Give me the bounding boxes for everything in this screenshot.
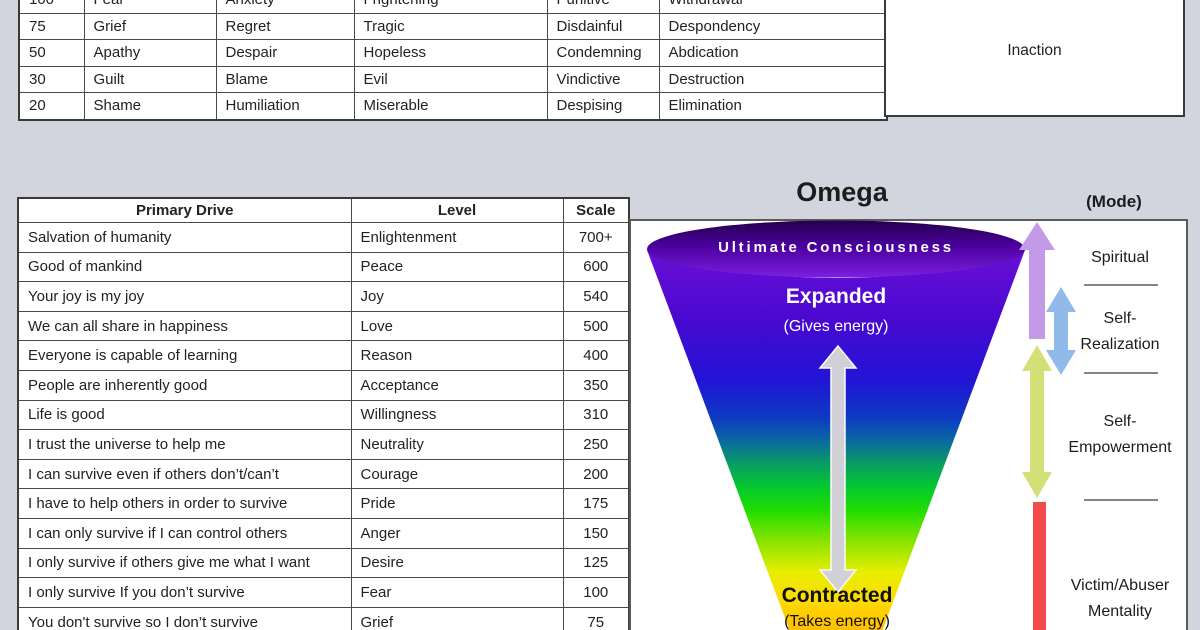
table-row: I can only survive if I can control othe… — [17, 517, 630, 549]
column-header: Level — [350, 197, 564, 223]
omega-title: Omega — [796, 177, 888, 207]
takes-energy-label: (Takes energy) — [784, 613, 890, 630]
drive-cell: Joy — [350, 281, 564, 312]
drive-cell: Everyone is capable of learning — [17, 340, 352, 371]
drive-cell: Enlightenment — [350, 222, 564, 253]
expand-contract-arrow — [818, 344, 858, 594]
table-row: 20 Shame Humiliation Miserable Despising Elim… — [18, 92, 888, 120]
drive-cell: 75 — [562, 606, 630, 630]
emotion-table: 100FearAnxietyFrighteningPunitiveWithdra… — [18, 0, 888, 121]
drive-cell: I only survive If you don’t survive — [17, 577, 352, 608]
table-row: 30 Guilt Blame Evil Vindictive Destruction — [18, 65, 888, 93]
funnel-top-ellipse — [647, 220, 1025, 278]
emotion-cell: Guilt — [83, 65, 217, 93]
drive-cell: Life is good — [17, 399, 352, 431]
table-row: I have to help others in order to surviv… — [17, 488, 630, 519]
contracted-label: Contracted — [781, 584, 893, 607]
inaction-label: Inaction — [1007, 42, 1062, 59]
table-row: Everyone is capable of learning Reason 400 — [17, 340, 630, 371]
self-empowerment-arrow — [1022, 345, 1052, 498]
drive-cell: Your joy is my joy — [17, 281, 352, 312]
mode-label-self-realization: Self- Realization — [1080, 310, 1160, 353]
drive-cell: Love — [350, 310, 564, 342]
mode-label-self-empowerment: Self- Empowerment — [1068, 413, 1172, 456]
drive-cell: You don't survive so I don’t survive — [17, 606, 352, 630]
column-header: Scale — [562, 197, 630, 223]
emotion-cell: Evil — [353, 65, 548, 93]
mode-label-victim-abuser: Victim/Abuser Mentality — [1070, 577, 1170, 620]
drive-cell: Neutrality — [350, 429, 564, 460]
drive-cell: Grief — [350, 606, 564, 630]
table-row: I trust the universe to help me Neutralit… — [17, 429, 630, 460]
drive-cell: Fear — [350, 577, 564, 608]
emotion-cell: Despondency — [658, 12, 888, 40]
victim-mentality-bar — [1033, 502, 1046, 630]
emotion-cell: Humiliation — [215, 92, 355, 120]
emotion-cell: Despair — [215, 39, 355, 67]
emotion-cell: Despising — [546, 92, 660, 120]
drive-cell: Good of mankind — [17, 251, 352, 283]
table-row: Salvation of humanity Enlightenment 700+ — [17, 222, 630, 253]
drive-cell: Salvation of humanity — [17, 222, 352, 253]
table-row: Life is good Willingness 310 — [17, 399, 630, 431]
drive-cell: 200 — [562, 458, 630, 490]
drive-cell: 700+ — [562, 222, 630, 253]
drive-cell: People are inherently good — [17, 369, 352, 401]
inaction-cell: Inaction — [884, 0, 1185, 117]
emotion-cell: 20 — [18, 92, 85, 120]
table-row: You don't survive so I don’t survive Grie… — [17, 606, 630, 630]
drive-cell: 350 — [562, 369, 630, 401]
self-realization-arrow — [1046, 287, 1076, 375]
mode-label-spiritual: Spiritual — [1091, 249, 1149, 266]
drive-cell: I can only survive if I can control othe… — [17, 517, 352, 549]
gives-energy-label: (Gives energy) — [783, 318, 889, 335]
ultimate-consciousness-label: Ultimate Consciousness — [718, 239, 954, 256]
table-row: People are inherently good Acceptance 350 — [17, 369, 630, 401]
table-row: I only survive if others give me what I … — [17, 547, 630, 579]
drive-cell: 310 — [562, 399, 630, 431]
drive-cell: Courage — [350, 458, 564, 490]
table-row: I can survive even if others don’t/can’t… — [17, 458, 630, 490]
drive-cell: Pride — [350, 488, 564, 519]
table-row: We can all share in happiness Love 500 — [17, 310, 630, 342]
primary-drive-table: Primary Drive Level Scale Salvation of hum… — [17, 197, 630, 630]
drive-cell: I trust the universe to help me — [17, 429, 352, 460]
drive-cell: 540 — [562, 281, 630, 312]
drive-cell: Willingness — [350, 399, 564, 431]
expanded-label: Expanded — [785, 285, 887, 308]
drive-cell: 150 — [562, 517, 630, 549]
table-row: 50 Apathy Despair Hopeless Condemning Abdicat… — [18, 39, 888, 67]
drive-cell: Acceptance — [350, 369, 564, 401]
mode-heading: (Mode) — [1086, 192, 1142, 211]
drive-cell: 400 — [562, 340, 630, 371]
header-row: Primary Drive Level Scale — [17, 197, 630, 223]
emotion-cell: Regret — [215, 12, 355, 40]
drive-cell: I have to help others in order to surviv… — [17, 488, 352, 519]
emotion-cell: Shame — [83, 92, 217, 120]
emotion-cell: Destruction — [658, 65, 888, 93]
table-row: 100FearAnxietyFrighteningPunitiveWithdra… — [18, 0, 888, 14]
drive-cell: Peace — [350, 251, 564, 283]
table-row: Your joy is my joy Joy 540 — [17, 281, 630, 312]
emotion-cell: Elimination — [658, 92, 888, 120]
drive-cell: I only survive if others give me what I … — [17, 547, 352, 579]
drive-cell: Desire — [350, 547, 564, 579]
emotion-cell: Vindictive — [546, 65, 660, 93]
spiritual-arrow — [1019, 222, 1055, 339]
emotion-cell: Blame — [215, 65, 355, 93]
drive-cell: I can survive even if others don’t/can’t — [17, 458, 352, 490]
emotion-cell: 50 — [18, 39, 85, 67]
drive-cell: We can all share in happiness — [17, 310, 352, 342]
table-row: I only survive If you don’t survive Fear 1… — [17, 577, 630, 608]
